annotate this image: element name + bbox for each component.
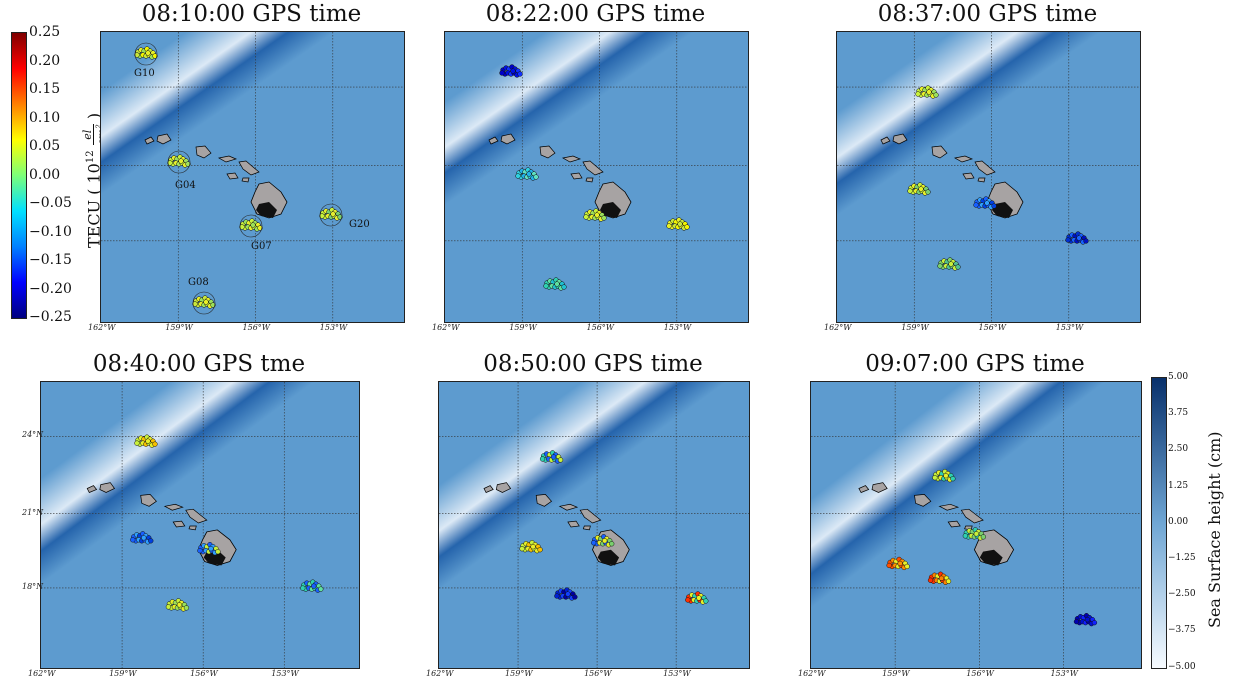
ssh-colorbar-tick: −2.50 <box>1168 589 1196 600</box>
lat-tick: 24°N <box>22 430 44 440</box>
station-label-g08: G08 <box>188 277 209 288</box>
ssh-colorbar-tick: −3.75 <box>1168 625 1196 636</box>
tec-colorbar-tick: 0.05 <box>29 138 61 154</box>
tec-colorbar-tick: 0.20 <box>29 52 61 69</box>
lon-tick: 153°W <box>1050 669 1078 678</box>
lon-tick: 153°W <box>663 323 692 332</box>
lon-tick: 162°W <box>798 669 826 678</box>
tec-colorbar-tick: −0.05 <box>29 195 72 211</box>
lon-tick: 153°W <box>663 669 691 678</box>
lon-tick: 162°W <box>28 669 56 678</box>
tec-colorbar-tick: −0.20 <box>29 280 72 297</box>
map-panel-5 <box>438 381 750 669</box>
lon-tick: 156°W <box>586 323 615 332</box>
lat-tick: 18°N <box>22 581 44 591</box>
map-panel-3 <box>836 31 1141 323</box>
tec-colorbar-tick: −0.15 <box>29 252 72 268</box>
tec-colorbar <box>11 32 27 319</box>
panel-title-5: 08:50:00 GPS time <box>483 351 703 377</box>
tec-colorbar-tick: 0.10 <box>29 109 61 126</box>
station-label-g20: G20 <box>349 219 370 230</box>
lon-tick: 156°W <box>584 669 612 678</box>
lon-tick: 159°W <box>901 323 929 332</box>
map-panel-6 <box>810 381 1142 669</box>
lon-tick: 159°W <box>165 323 193 332</box>
ssh-colorbar-tick: −5.00 <box>1168 661 1196 672</box>
lon-tick: 159°W <box>505 669 533 678</box>
map-panel-1 <box>100 31 405 323</box>
lon-tick: 153°W <box>1055 323 1084 332</box>
ssh-colorbar-tick: 3.75 <box>1168 408 1189 419</box>
lon-tick: 159°W <box>109 669 137 678</box>
lon-tick: 153°W <box>271 669 299 678</box>
lon-tick: 159°W <box>509 323 537 332</box>
lon-tick: 162°W <box>432 323 460 332</box>
ssh-colorbar-tick: 5.00 <box>1168 372 1189 382</box>
tec-colorbar-tick: −0.25 <box>29 309 72 325</box>
ssh-colorbar-tick: −1.25 <box>1168 553 1196 563</box>
ssh-colorbar <box>1151 377 1167 669</box>
lon-tick: 156°W <box>190 669 218 678</box>
ssh-colorbar-label: Sea Surface height (cm) <box>1205 431 1224 628</box>
ssh-colorbar-tick: 1.25 <box>1168 480 1189 491</box>
tec-colorbar-tick: −0.10 <box>29 223 72 240</box>
ssh-colorbar-tick: 0.00 <box>1168 516 1189 527</box>
lon-tick: 156°W <box>966 669 994 678</box>
tec-colorbar-tick: 0.15 <box>29 81 61 97</box>
map-panel-2 <box>444 31 749 323</box>
lon-tick: 162°W <box>426 669 454 678</box>
panel-title-6: 09:07:00 GPS time <box>865 351 1085 377</box>
tec-colorbar-tick: 0.25 <box>29 24 61 40</box>
lon-tick: 162°W <box>824 323 852 332</box>
lon-tick: 156°W <box>242 323 271 332</box>
lon-tick: 159°W <box>882 669 910 678</box>
lon-tick: 156°W <box>978 323 1007 332</box>
map-panel-4 <box>40 381 360 669</box>
tec-colorbar-tick: 0.00 <box>29 166 61 183</box>
panel-title-2: 08:22:00 GPS time <box>485 1 706 27</box>
lon-tick: 153°W <box>319 323 348 332</box>
station-label-g04: G04 <box>175 180 196 191</box>
panel-title-3: 08:37:00 GPS time <box>877 1 1098 27</box>
panel-title-1: 08:10:00 GPS time <box>141 1 362 27</box>
station-label-g10: G10 <box>134 68 155 79</box>
ssh-colorbar-tick: 2.50 <box>1168 444 1189 455</box>
lon-tick: 162°W <box>88 323 116 332</box>
panel-title-4: 08:40:00 GPS tme <box>92 351 306 377</box>
lat-tick: 21°N <box>22 507 44 517</box>
station-label-g07: G07 <box>251 241 272 252</box>
